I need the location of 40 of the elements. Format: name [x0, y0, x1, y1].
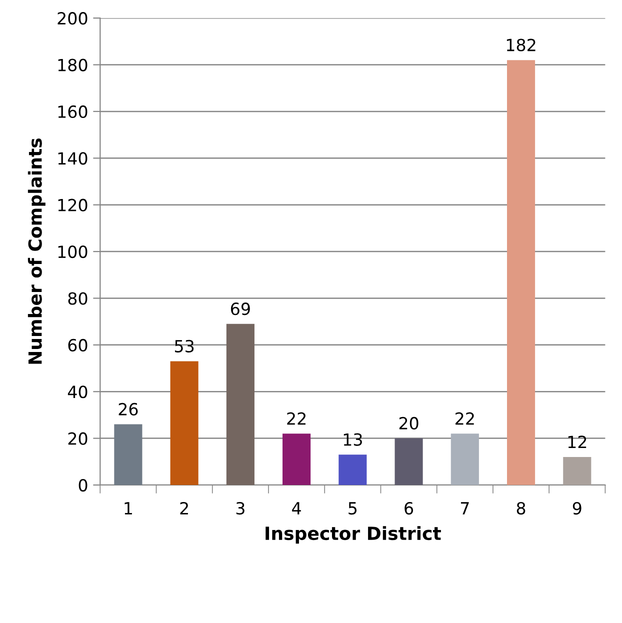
x-axis-title: Inspector District — [266, 526, 441, 544]
data-label: 26 — [118, 402, 138, 416]
data-label: 20 — [399, 416, 418, 430]
x-tick-label: 6 — [404, 502, 414, 515]
bar — [450, 434, 479, 486]
y-tick-label: 200 — [58, 12, 88, 25]
bar — [394, 438, 423, 486]
data-label: 22 — [287, 412, 306, 425]
data-label: 12 — [568, 436, 586, 448]
data-label: 13 — [344, 433, 362, 446]
x-tick-label: 3 — [236, 502, 244, 515]
bar — [226, 324, 254, 486]
data-label: 22 — [456, 412, 474, 425]
bar — [507, 60, 536, 486]
y-axis-title: Number of Complaints — [28, 138, 46, 364]
data-label: 182 — [506, 38, 536, 52]
data-label: 53 — [175, 340, 194, 352]
x-tick-label: 4 — [292, 502, 301, 514]
x-tick-label: 2 — [180, 502, 188, 514]
bar — [563, 456, 592, 486]
y-tick-label: 80 — [68, 292, 88, 305]
y-tick-label: 100 — [58, 246, 88, 258]
data-label: 69 — [230, 302, 250, 316]
y-tick-label: 0 — [78, 478, 88, 492]
y-tick-label: 20 — [68, 432, 88, 445]
y-tick-label: 60 — [68, 338, 88, 352]
x-tick-label: 8 — [516, 502, 526, 515]
bar — [338, 454, 367, 486]
bar — [282, 434, 311, 486]
x-tick-label: 9 — [572, 502, 582, 515]
y-tick-label: 160 — [58, 105, 88, 118]
y-tick-label: 120 — [58, 198, 88, 212]
x-tick-label: 5 — [348, 502, 357, 515]
bar — [114, 424, 142, 486]
x-tick-label: 1 — [124, 502, 132, 514]
y-tick-label: 140 — [58, 152, 88, 165]
bar — [170, 361, 198, 486]
y-tick-label: 40 — [68, 386, 88, 398]
x-tick-label: 7 — [460, 502, 469, 514]
y-tick-label: 180 — [58, 58, 88, 72]
